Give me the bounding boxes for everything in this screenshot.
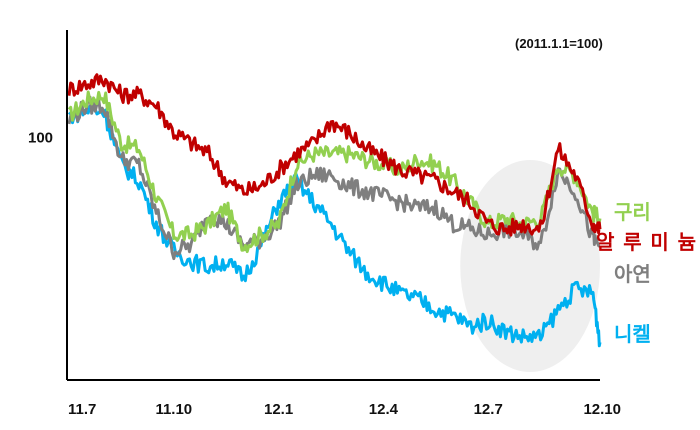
series-label: 니켈 [614,322,651,346]
series-label: 아연 [614,262,651,286]
series-line [67,95,602,261]
chart-note: (2011.1.1=100) [515,36,603,51]
x-tick-label: 12.4 [369,401,399,418]
x-tick-label: 11.10 [155,401,192,418]
x-tick-labels: 11.7 11.10 12.1 12.4 12.7 12.10 [68,401,621,418]
series-layer [67,73,602,348]
series-label: 알루미늄 [596,230,696,254]
x-tick-label: 12.7 [474,401,503,418]
series-line [67,90,602,254]
series-line [67,104,602,348]
series-line [67,73,602,237]
x-tick-label: 11.7 [68,401,96,418]
y-tick-label-100: 100 [28,130,53,147]
x-tick-label: 12.1 [264,401,293,418]
highlight-region [460,160,600,372]
x-tick-label: 12.10 [583,401,621,418]
series-label: 구리 [614,200,651,224]
